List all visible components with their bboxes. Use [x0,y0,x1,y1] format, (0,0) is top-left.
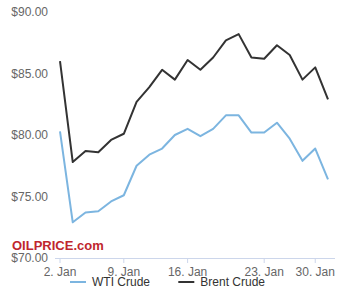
x-tick [264,258,265,263]
plot-area [60,34,328,222]
y-tick [52,73,55,74]
y-tick-label: $85.00 [11,67,48,81]
x-tick [123,258,124,263]
series-line [60,34,328,162]
y-tick [52,196,55,197]
y-tick [52,12,55,13]
x-axis [55,258,335,259]
y-tick [52,258,55,259]
legend-swatch [178,281,194,283]
x-tick-label: 30. Jan [296,265,335,279]
y-tick-label: $75.00 [11,190,48,204]
y-tick-label: $90.00 [11,5,48,19]
x-tick-label: 2. Jan [44,265,77,279]
series-line [60,115,328,222]
y-tick-label: $70.00 [11,251,48,265]
x-tick [60,258,61,263]
x-tick [187,258,188,263]
y-tick-label: $80.00 [11,128,48,142]
legend-swatch [70,281,86,283]
watermark: OILPRICE.com [12,238,104,253]
y-tick [52,135,55,136]
legend-label: Brent Crude [200,275,265,289]
x-tick [315,258,316,263]
chart: $70.00$75.00$80.00$85.00$90.002. Jan9. J… [0,0,341,300]
legend-label: WTI Crude [92,275,150,289]
